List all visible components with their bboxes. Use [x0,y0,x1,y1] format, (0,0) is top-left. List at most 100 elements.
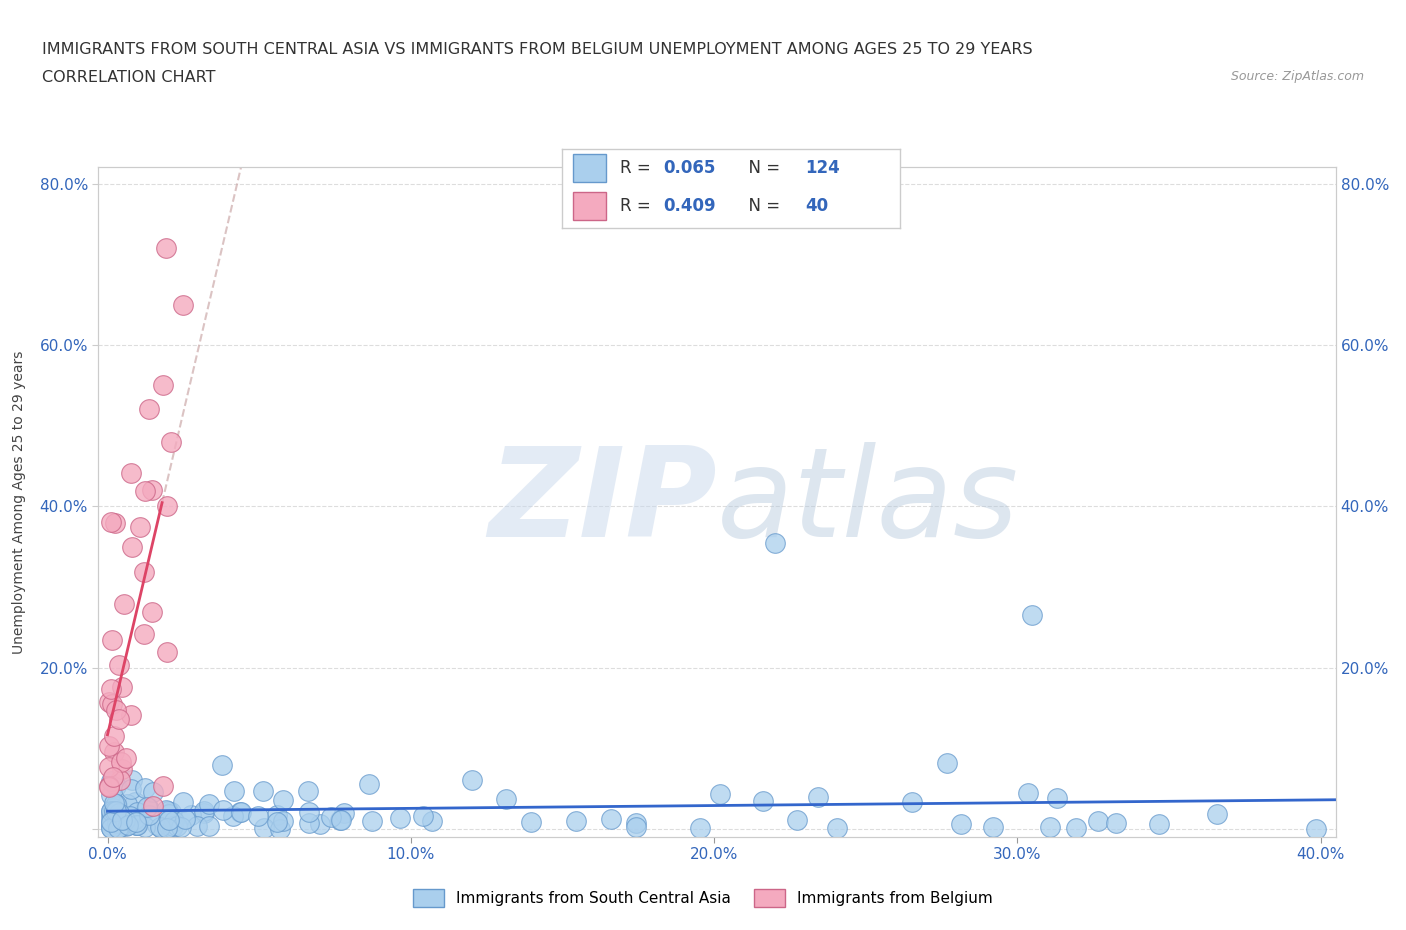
Point [197,797,219,812]
Point [1066,820,1088,835]
Point [136,800,159,815]
Point [115,797,138,812]
Point [949,817,972,831]
Point [108,773,131,788]
Point [1087,814,1109,829]
Point [807,790,830,804]
Point [1305,821,1327,836]
Point [127,814,149,829]
Point [246,809,269,824]
Point [105,799,128,814]
Point [461,773,484,788]
Point [157,807,180,822]
Point [100,814,122,829]
Text: IMMIGRANTS FROM SOUTH CENTRAL ASIA VS IMMIGRANTS FROM BELGIUM UNEMPLOYMENT AMONG: IMMIGRANTS FROM SOUTH CENTRAL ASIA VS IM… [42,42,1033,57]
Point [100,820,122,835]
Point [156,645,179,660]
Point [1205,806,1227,821]
Point [111,813,134,828]
Point [763,535,786,550]
Point [103,515,125,530]
Point [100,820,122,835]
Point [1046,790,1069,805]
Point [110,754,132,769]
Point [100,804,122,818]
Point [222,809,245,824]
Point [170,819,193,834]
Point [115,751,138,765]
Text: Source: ZipAtlas.com: Source: ZipAtlas.com [1230,70,1364,83]
Point [100,682,122,697]
Point [98,780,121,795]
Point [104,804,127,819]
Point [136,800,159,815]
Point [329,813,352,828]
Point [297,816,319,830]
Point [689,820,711,835]
Point [138,402,160,417]
Point [100,814,122,829]
Point [357,777,380,792]
Point [125,815,148,830]
Point [100,774,122,789]
Point [120,781,142,796]
Point [1017,785,1039,800]
Point [114,817,136,831]
Point [125,817,148,832]
Point [125,817,148,832]
Point [98,760,121,775]
Point [329,813,352,828]
Point [333,805,356,820]
Text: R =: R = [620,197,655,215]
Point [600,812,623,827]
Point [162,813,184,828]
Point [495,791,517,806]
Point [120,466,142,481]
Point [100,817,122,832]
Point [134,484,156,498]
Point [172,297,194,312]
Bar [572,193,606,220]
Point [624,816,647,830]
Point [138,808,160,823]
Point [297,784,319,799]
Point [1021,607,1043,622]
Point [936,755,959,770]
Point [157,813,180,828]
Point [212,803,235,817]
Point [193,804,215,818]
Point [825,821,848,836]
Point [121,772,143,787]
Text: 40: 40 [806,197,828,215]
Point [121,810,143,825]
Point [124,795,146,810]
Text: N =: N = [738,159,785,177]
Point [111,680,134,695]
Point [624,819,647,834]
Point [112,596,135,611]
Point [108,658,131,672]
Point [107,805,129,820]
Point [114,813,136,828]
Point [1104,815,1126,830]
Point [901,794,924,809]
Point [105,816,128,830]
Point [132,565,155,579]
Point [422,814,444,829]
Point [98,695,121,710]
Point [298,805,321,820]
Point [193,806,215,821]
Point [786,812,808,827]
Text: 0.409: 0.409 [664,197,716,215]
Point [100,788,122,803]
Point [152,779,174,794]
Point [155,241,177,256]
Point [160,434,183,449]
Point [105,778,128,793]
Point [141,604,163,619]
Point [166,818,188,833]
Point [125,817,148,832]
Point [271,792,294,807]
Point [520,815,543,830]
Point [180,807,202,822]
